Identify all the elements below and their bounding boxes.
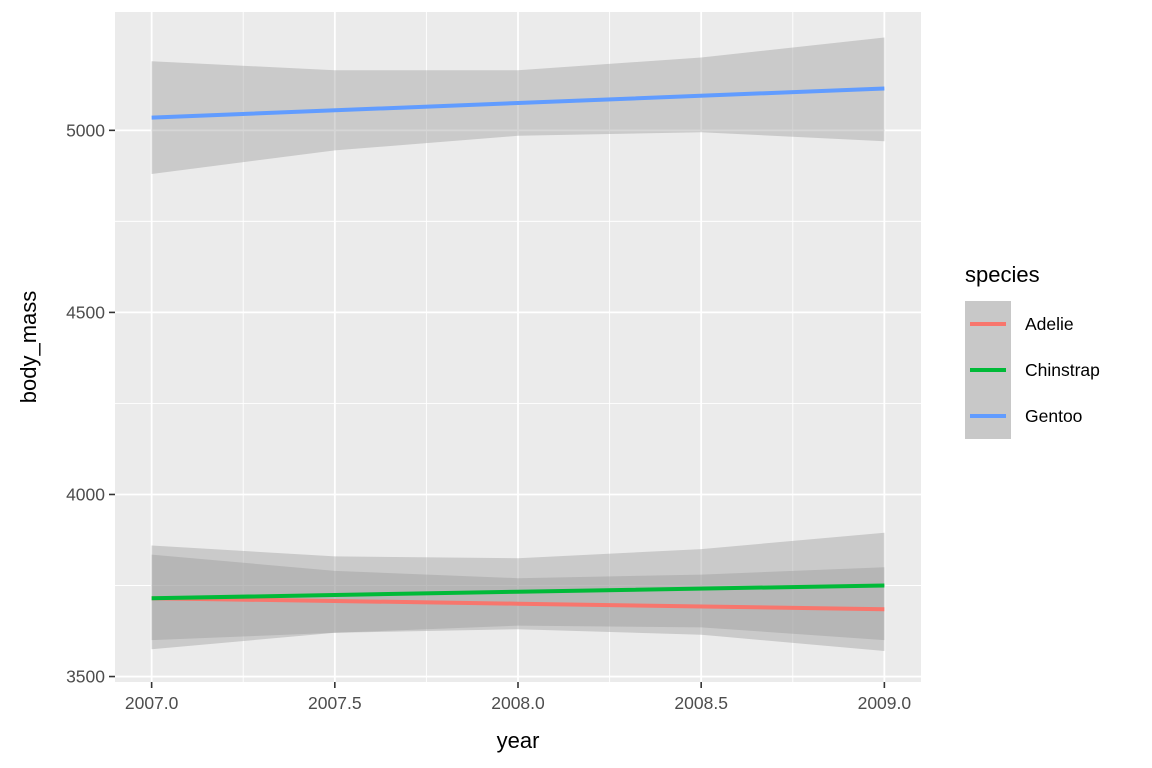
legend-label: Gentoo [1025, 406, 1082, 426]
x-tick-label: 2008.5 [674, 693, 728, 713]
line-chinstrap [151, 583, 885, 601]
legend-label: Adelie [1025, 314, 1074, 334]
x-axis-ticks: 2007.0 2007.5 2008.0 2008.5 2009.0 [125, 682, 912, 713]
confidence-ribbons [151, 37, 885, 651]
y-tick-label: 4500 [66, 302, 105, 322]
x-tick-label: 2007.0 [125, 693, 179, 713]
legend: species Adelie Chinstrap Gentoo [965, 262, 1100, 439]
ribbon-gentoo [151, 37, 885, 174]
x-tick-label: 2008.0 [491, 693, 545, 713]
major-gridlines [115, 12, 921, 682]
y-tick-label: 3500 [66, 667, 105, 687]
legend-label: Chinstrap [1025, 360, 1100, 380]
x-tick-label: 2007.5 [308, 693, 362, 713]
line-adelie [151, 596, 885, 612]
y-tick-label: 4000 [66, 484, 105, 504]
trend-lines [151, 86, 885, 612]
y-axis-ticks: 3500 4000 4500 5000 [66, 120, 115, 687]
legend-title: species [965, 262, 1040, 287]
y-axis-title: body_mass [16, 291, 41, 404]
x-axis-title: year [497, 728, 540, 753]
x-tick-label: 2009.0 [858, 693, 912, 713]
y-tick-label: 5000 [66, 120, 105, 140]
line-gentoo [151, 86, 885, 120]
